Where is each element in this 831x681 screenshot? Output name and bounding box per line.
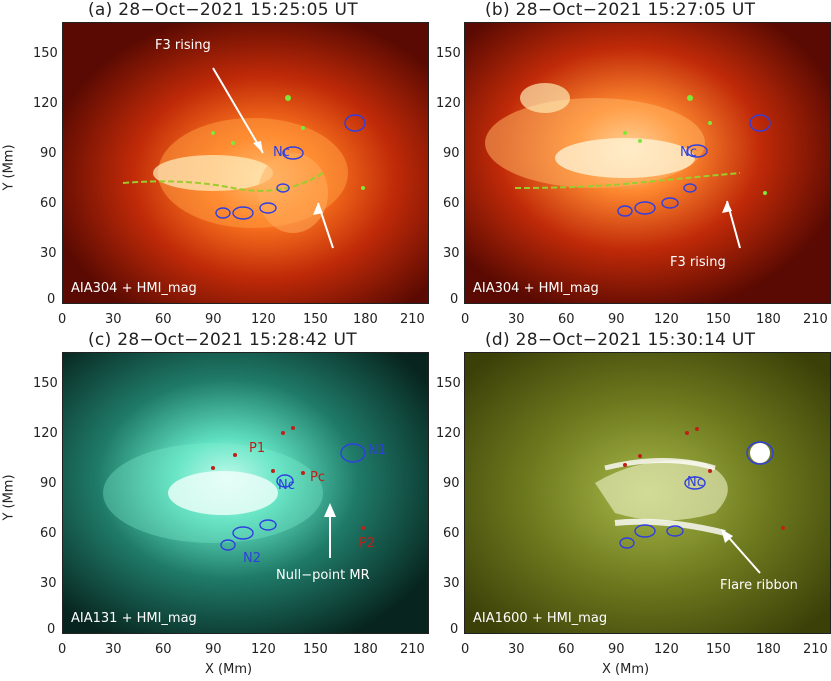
x-tick: 210 — [400, 312, 425, 327]
label-p1: P1 — [249, 441, 266, 456]
panel-b-annotation: F3 rising — [670, 255, 726, 270]
y-tick: 0 — [47, 292, 56, 307]
panel-b-overlay-label: AIA304 + HMI_mag — [473, 281, 599, 296]
panel-b-image: Nc F3 rising AIA304 + HMI_mag — [464, 22, 831, 304]
x-tick: 0 — [58, 312, 67, 327]
y-tick: 60 — [40, 526, 57, 541]
y-tick: 60 — [443, 526, 460, 541]
y-tick: 60 — [443, 196, 460, 211]
x-tick: 120 — [654, 312, 679, 327]
label-nc: Nc — [278, 478, 295, 493]
x-tick: 210 — [803, 312, 828, 327]
panel-c-title: (c) 28−Oct−2021 15:28:42 UT — [88, 330, 357, 350]
x-tick: 0 — [461, 642, 470, 657]
x-tick: 180 — [353, 312, 378, 327]
y-tick: 120 — [33, 426, 58, 441]
x-tick: 120 — [251, 312, 276, 327]
panel-a-image: F3 rising Nc AIA304 + HMI_mag — [62, 22, 429, 304]
x-tick: 210 — [803, 642, 828, 657]
y-tick: 30 — [40, 246, 57, 261]
x-tick: 90 — [205, 642, 222, 657]
x-tick: 180 — [353, 642, 378, 657]
label-pc: Pc — [310, 470, 325, 485]
x-tick: 150 — [706, 642, 731, 657]
y-tick: 0 — [450, 622, 459, 637]
y-tick: 150 — [436, 376, 461, 391]
panel-d-title: (d) 28−Oct−2021 15:30:14 UT — [485, 330, 756, 350]
panel-c-annotation: Null−point MR — [276, 568, 370, 583]
y-tick: 60 — [40, 196, 57, 211]
y-tick: 0 — [47, 622, 56, 637]
x-tick: 180 — [756, 642, 781, 657]
y-tick: 0 — [450, 292, 459, 307]
x-tick: 30 — [508, 312, 525, 327]
x-tick: 0 — [461, 312, 470, 327]
label-n1: N1 — [368, 443, 386, 458]
y-tick: 120 — [436, 426, 461, 441]
y-tick: 90 — [443, 146, 460, 161]
y-tick: 150 — [33, 376, 58, 391]
panel-a-title: (a) 28−Oct−2021 15:25:05 UT — [88, 0, 358, 20]
x-axis-label-right: X (Mm) — [602, 662, 650, 677]
x-tick: 150 — [303, 642, 328, 657]
y-tick: 30 — [443, 576, 460, 591]
x-tick: 150 — [303, 312, 328, 327]
x-tick: 60 — [155, 312, 172, 327]
x-tick: 30 — [508, 642, 525, 657]
x-tick: 60 — [558, 642, 575, 657]
x-tick: 0 — [58, 642, 67, 657]
y-axis-label-bottom: Y (Mm) — [1, 474, 17, 521]
x-tick: 60 — [155, 642, 172, 657]
y-tick: 90 — [443, 476, 460, 491]
x-tick: 30 — [105, 312, 122, 327]
panel-a-annotation: F3 rising — [155, 38, 211, 53]
y-tick: 30 — [40, 576, 57, 591]
panel-c-image: P1 N1 Pc Nc N2 P2 Null−point MR AIA131 +… — [62, 352, 429, 634]
y-tick: 150 — [33, 46, 58, 61]
x-tick: 180 — [756, 312, 781, 327]
x-tick: 150 — [706, 312, 731, 327]
panel-d-image: Nc Flare ribbon AIA1600 + HMI_mag — [464, 352, 831, 634]
label-n2: N2 — [243, 551, 261, 566]
x-tick: 60 — [558, 312, 575, 327]
panel-b-title: (b) 28−Oct−2021 15:27:05 UT — [485, 0, 756, 20]
y-tick: 120 — [436, 96, 461, 111]
panel-b-nc-label: Nc — [680, 145, 697, 160]
x-tick: 120 — [251, 642, 276, 657]
y-tick: 120 — [33, 96, 58, 111]
y-tick: 90 — [40, 476, 57, 491]
y-axis-label-top: Y (Mm) — [1, 144, 17, 191]
panel-c-overlay-label: AIA131 + HMI_mag — [71, 611, 197, 626]
panel-d-overlay-label: AIA1600 + HMI_mag — [473, 611, 608, 626]
panel-d-annotation: Flare ribbon — [720, 578, 798, 593]
x-tick: 90 — [608, 642, 625, 657]
y-tick: 90 — [40, 146, 57, 161]
panel-a-nc-label: Nc — [273, 145, 290, 160]
x-tick: 210 — [400, 642, 425, 657]
panel-d-nc-label: Nc — [687, 475, 704, 490]
y-tick: 150 — [436, 46, 461, 61]
x-tick: 120 — [654, 642, 679, 657]
panel-a-overlay-label: AIA304 + HMI_mag — [71, 281, 197, 296]
x-axis-label-left: X (Mm) — [205, 662, 253, 677]
x-tick: 90 — [205, 312, 222, 327]
y-tick: 30 — [443, 246, 460, 261]
x-tick: 30 — [105, 642, 122, 657]
x-tick: 90 — [608, 312, 625, 327]
label-p2: P2 — [359, 536, 376, 551]
